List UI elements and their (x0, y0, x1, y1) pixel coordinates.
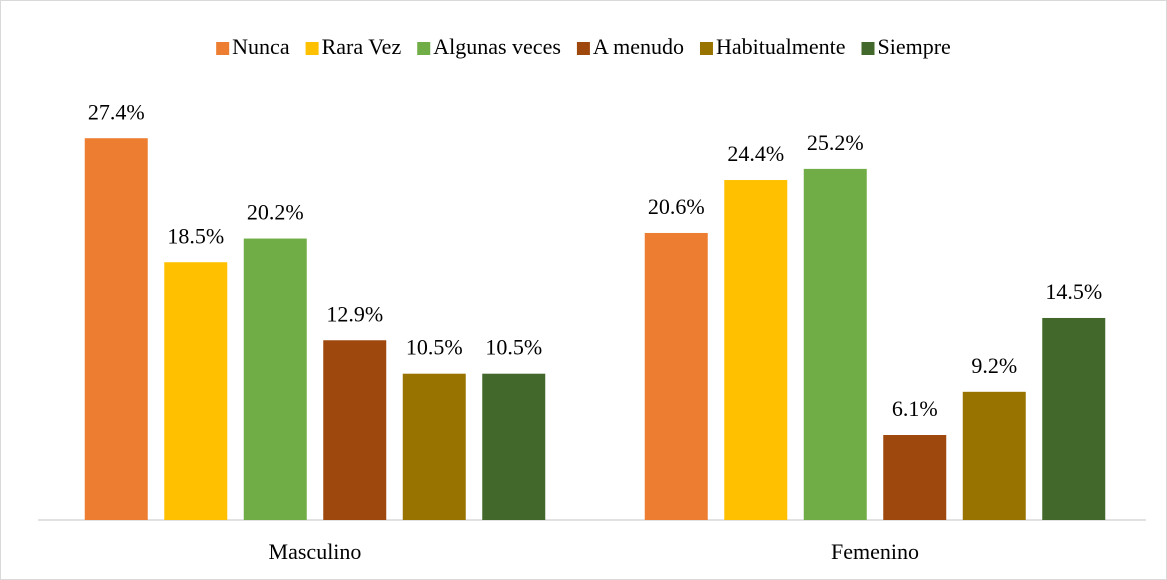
data-label: 14.5% (1045, 279, 1102, 304)
bar (323, 340, 387, 520)
data-label: 12.9% (326, 301, 383, 326)
bar (164, 262, 228, 520)
data-label: 24.4% (727, 141, 784, 166)
legend-label: Algunas veces (433, 34, 561, 59)
data-label: 6.1% (892, 396, 938, 421)
legend-swatch (699, 42, 713, 55)
legend-label: Rara Vez (322, 34, 402, 59)
data-label: 18.5% (167, 223, 224, 248)
bar (482, 373, 546, 520)
x-tick-label: Femenino (831, 539, 919, 564)
data-label: 9.2% (971, 353, 1017, 378)
data-label: 10.5% (485, 335, 542, 360)
data-label: 10.5% (406, 335, 463, 360)
bar (724, 180, 788, 520)
legend-label: Habitualmente (716, 34, 846, 59)
bar (243, 238, 307, 520)
legend-swatch (216, 42, 230, 55)
bar (644, 232, 708, 520)
bar (883, 435, 947, 520)
legend-label: Nunca (232, 34, 290, 59)
legend-swatch (861, 42, 875, 55)
legend-swatch (417, 42, 431, 55)
legend-label: A menudo (593, 34, 684, 59)
legend-swatch (305, 42, 319, 55)
x-tick-label: Masculino (269, 539, 362, 564)
bar (402, 373, 466, 520)
bar (1042, 317, 1106, 520)
data-label: 20.2% (247, 200, 304, 225)
data-label: 20.6% (648, 194, 705, 219)
legend-swatch (576, 42, 590, 55)
bar (803, 168, 867, 520)
bar (962, 391, 1026, 520)
legend-label: Siempre (877, 34, 950, 59)
data-label: 25.2% (807, 130, 864, 155)
bar (84, 138, 148, 520)
data-label: 27.4% (88, 99, 145, 124)
